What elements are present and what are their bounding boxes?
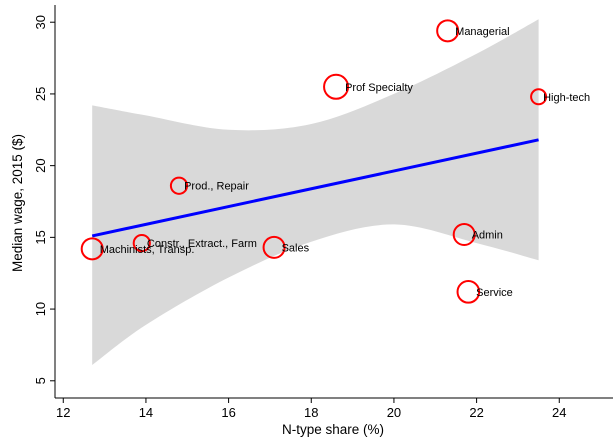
point-label: Machinists, Transp. [100, 244, 195, 256]
y-tick-label: 15 [33, 230, 48, 244]
x-tick-label: 14 [139, 405, 153, 420]
data-point [169, 176, 189, 195]
data-point [436, 19, 460, 43]
x-tick-label: 24 [552, 405, 566, 420]
axes-layer: 12 14 16 18 20 22 24 5 10 15 20 25 30 [33, 5, 613, 420]
y-tick-label: 25 [33, 87, 48, 101]
x-tick-label: 16 [221, 405, 235, 420]
confidence-band [92, 19, 539, 366]
x-tick-label: 18 [304, 405, 318, 420]
data-point [323, 73, 350, 100]
y-tick-label: 30 [33, 15, 48, 29]
data-point [132, 233, 151, 253]
fit-line-layer [91, 138, 539, 238]
x-tick-label: 20 [387, 405, 401, 420]
points-layer: Managerial Prof Specialty High-tech Prod., … [80, 19, 590, 304]
y-tick-label: 5 [33, 377, 48, 384]
x-tick-label: 12 [56, 405, 70, 420]
y-tick-label: 10 [33, 302, 48, 316]
x-axis-label: N-type share (%) [282, 422, 384, 437]
data-point [262, 235, 286, 259]
point-label: Prod., Repair [184, 181, 249, 193]
point-label: Service [476, 287, 513, 299]
y-tick-label: 20 [33, 158, 48, 172]
fit-line [91, 138, 539, 238]
confidence-band-layer [92, 19, 539, 366]
data-point [80, 237, 104, 261]
x-tick-label: 22 [469, 405, 483, 420]
data-point [456, 280, 481, 304]
point-label: Admin [472, 229, 503, 241]
data-point [452, 222, 476, 246]
point-label: High-tech [543, 92, 590, 104]
data-point [530, 88, 548, 106]
y-axis-label: Median wage, 2015 ($) [10, 134, 25, 272]
point-label: Managerial [455, 26, 509, 38]
point-label: Constr., Extract., Farm [147, 238, 257, 250]
point-label: Prof Specialty [345, 82, 413, 94]
point-label: Sales [282, 242, 310, 254]
